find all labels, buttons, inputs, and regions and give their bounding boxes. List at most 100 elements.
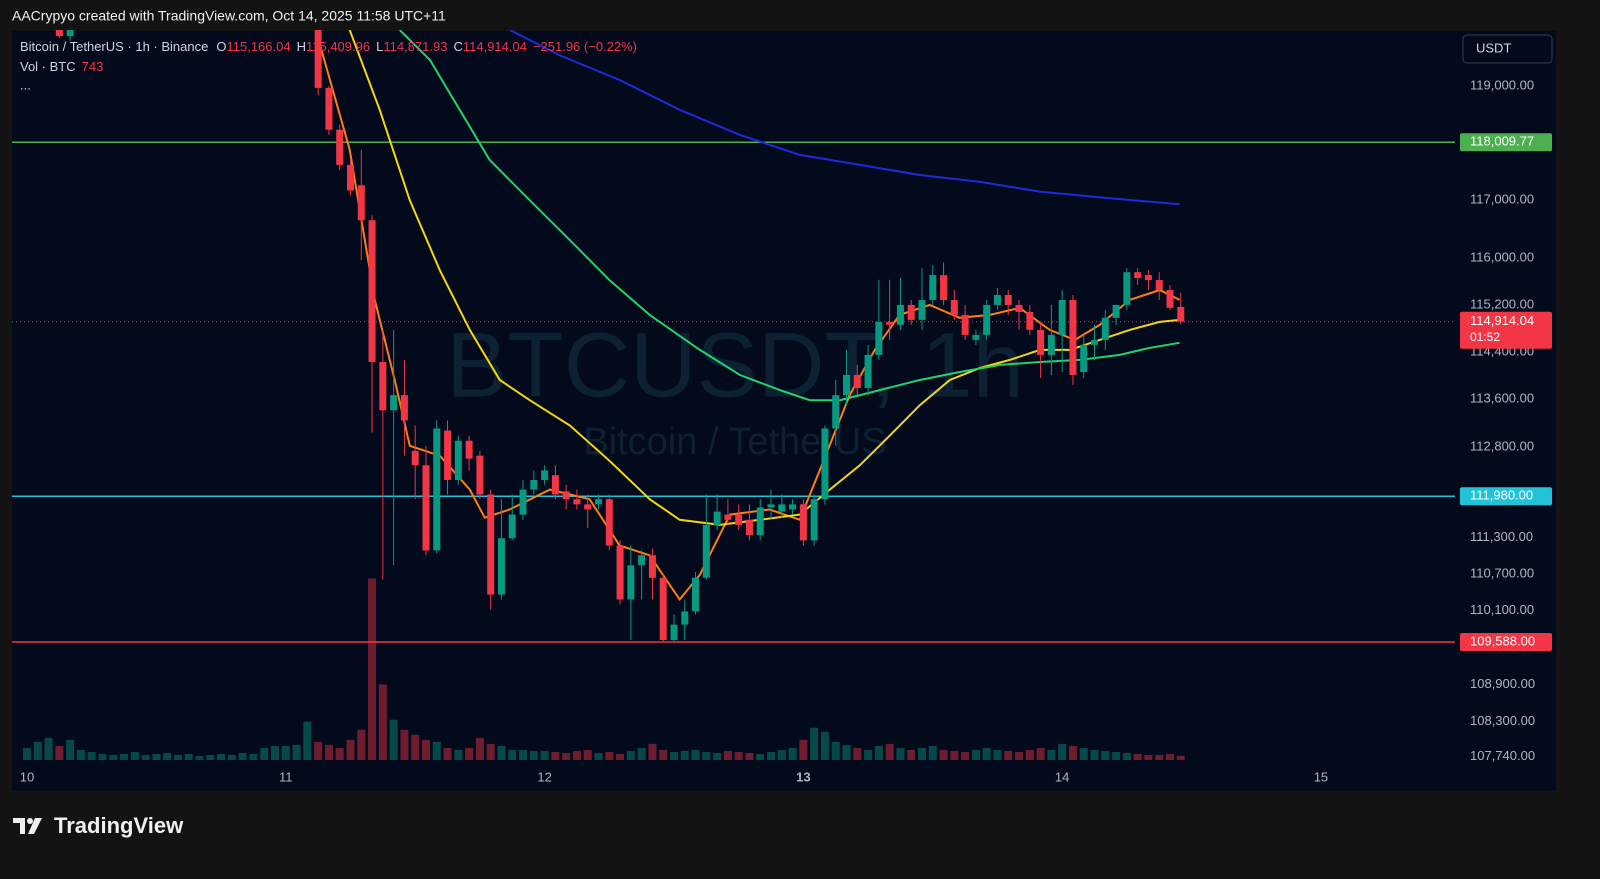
candle-body [1091, 339, 1099, 345]
x-tick-label: 13 [796, 769, 810, 784]
y-tick-label: 113,600.00 [1470, 391, 1534, 406]
volume-bar [961, 751, 970, 760]
volume-bar [98, 753, 107, 760]
volume-bar [788, 747, 797, 760]
candle-body [1166, 290, 1174, 308]
y-tick-label: 111,300.00 [1470, 529, 1533, 544]
volume-bar [971, 749, 980, 760]
candle-body [444, 430, 452, 480]
candle-body [799, 504, 807, 541]
candle-body [638, 555, 646, 566]
volume-bar [1036, 747, 1045, 760]
legend-row: Bitcoin / TetherUS · 1h · Binance O115,16… [20, 39, 637, 54]
volume-bar [702, 751, 711, 760]
volume-bar [616, 753, 625, 760]
candle-body [1134, 272, 1142, 279]
volume-bar [66, 739, 75, 760]
last-price-box [1460, 311, 1552, 349]
candle-body [530, 479, 538, 490]
volume-bar [745, 752, 754, 760]
volume-bar [1015, 751, 1024, 760]
plot-area [12, 30, 1455, 760]
volume-bar [130, 751, 139, 760]
volume-bar [281, 745, 290, 760]
volume-bar [378, 684, 387, 760]
candle-body [767, 504, 775, 508]
ohlc-key: C [453, 39, 462, 54]
candle-body [1058, 299, 1066, 335]
candle-body [961, 314, 969, 335]
volume-bar [519, 749, 528, 760]
ohlc-value: 115,166.04 [226, 39, 290, 54]
volume-bar [368, 578, 377, 760]
candle-body [497, 538, 505, 595]
volume-bar [238, 752, 247, 760]
volume-bar [637, 747, 646, 760]
volume-bar [713, 752, 722, 760]
volume-bar [810, 727, 819, 760]
volume-bar [1112, 751, 1121, 760]
candle-body [573, 499, 581, 505]
candle-body [390, 395, 398, 411]
volume-bar [227, 754, 236, 760]
volume-bar [756, 753, 765, 760]
candle-body [907, 304, 915, 320]
volume-bar [33, 741, 42, 760]
candle-body [1101, 317, 1109, 340]
price-line-label: 111,980.00 [1470, 488, 1533, 503]
volume-bar [163, 752, 172, 760]
moving-average [348, 30, 1180, 526]
candle-body [1155, 280, 1163, 291]
volume-bar [562, 752, 571, 760]
volume-bar [1025, 749, 1034, 760]
volume-bar [605, 751, 614, 760]
candle-body [972, 334, 980, 340]
volume-bar [1144, 754, 1153, 760]
symbol: Bitcoin / TetherUS · 1h · Binance [20, 39, 208, 54]
volume-bar [357, 729, 366, 760]
legend-more: ... [20, 77, 31, 92]
watermark-name: Bitcoin / TetherUS [583, 421, 886, 463]
y-tick-label: 115,200.00 [1470, 296, 1534, 311]
volume-bar [1155, 754, 1164, 760]
volume-key: Vol · BTC [20, 59, 76, 74]
candle-body [713, 511, 721, 525]
candle-body [562, 491, 570, 500]
candle-body [66, 30, 74, 37]
volume-bar [1090, 749, 1099, 760]
volume-value: 743 [82, 59, 104, 74]
currency-label[interactable]: USDT [1476, 40, 1511, 55]
candle-body [1015, 304, 1023, 312]
candle-body [1112, 304, 1120, 318]
price-line-label-box [1460, 632, 1552, 651]
volume-bar [723, 750, 732, 760]
y-tick-label: 108,300.00 [1470, 713, 1535, 728]
countdown: 01:52 [1470, 330, 1500, 344]
candle-body [832, 395, 840, 429]
ohlc-value: 114,871.93 [383, 39, 447, 54]
volume-bar [626, 750, 635, 760]
volume-bar [853, 747, 862, 760]
volume-bar [44, 737, 53, 760]
candle-body [670, 624, 678, 640]
currency-button[interactable] [1462, 34, 1553, 64]
volume-bar [249, 753, 258, 760]
volume-bar [529, 750, 538, 760]
volume-bar [260, 747, 269, 760]
candle-body [789, 504, 797, 510]
volume-bar [982, 747, 991, 760]
volume-bar [76, 749, 85, 760]
last-price-label: 114,914.04 [1470, 313, 1534, 328]
volume-bar [324, 744, 333, 760]
volume-bar [950, 750, 959, 760]
volume-bar [475, 737, 484, 760]
volume-bar [152, 753, 161, 760]
price-line-label-box [1460, 487, 1552, 506]
y-tick-label: 110,100.00 [1470, 602, 1534, 617]
x-tick-label: 15 [1314, 769, 1328, 784]
candle-body [724, 514, 732, 520]
volume-bar [1047, 749, 1056, 760]
candle-body [465, 440, 473, 459]
